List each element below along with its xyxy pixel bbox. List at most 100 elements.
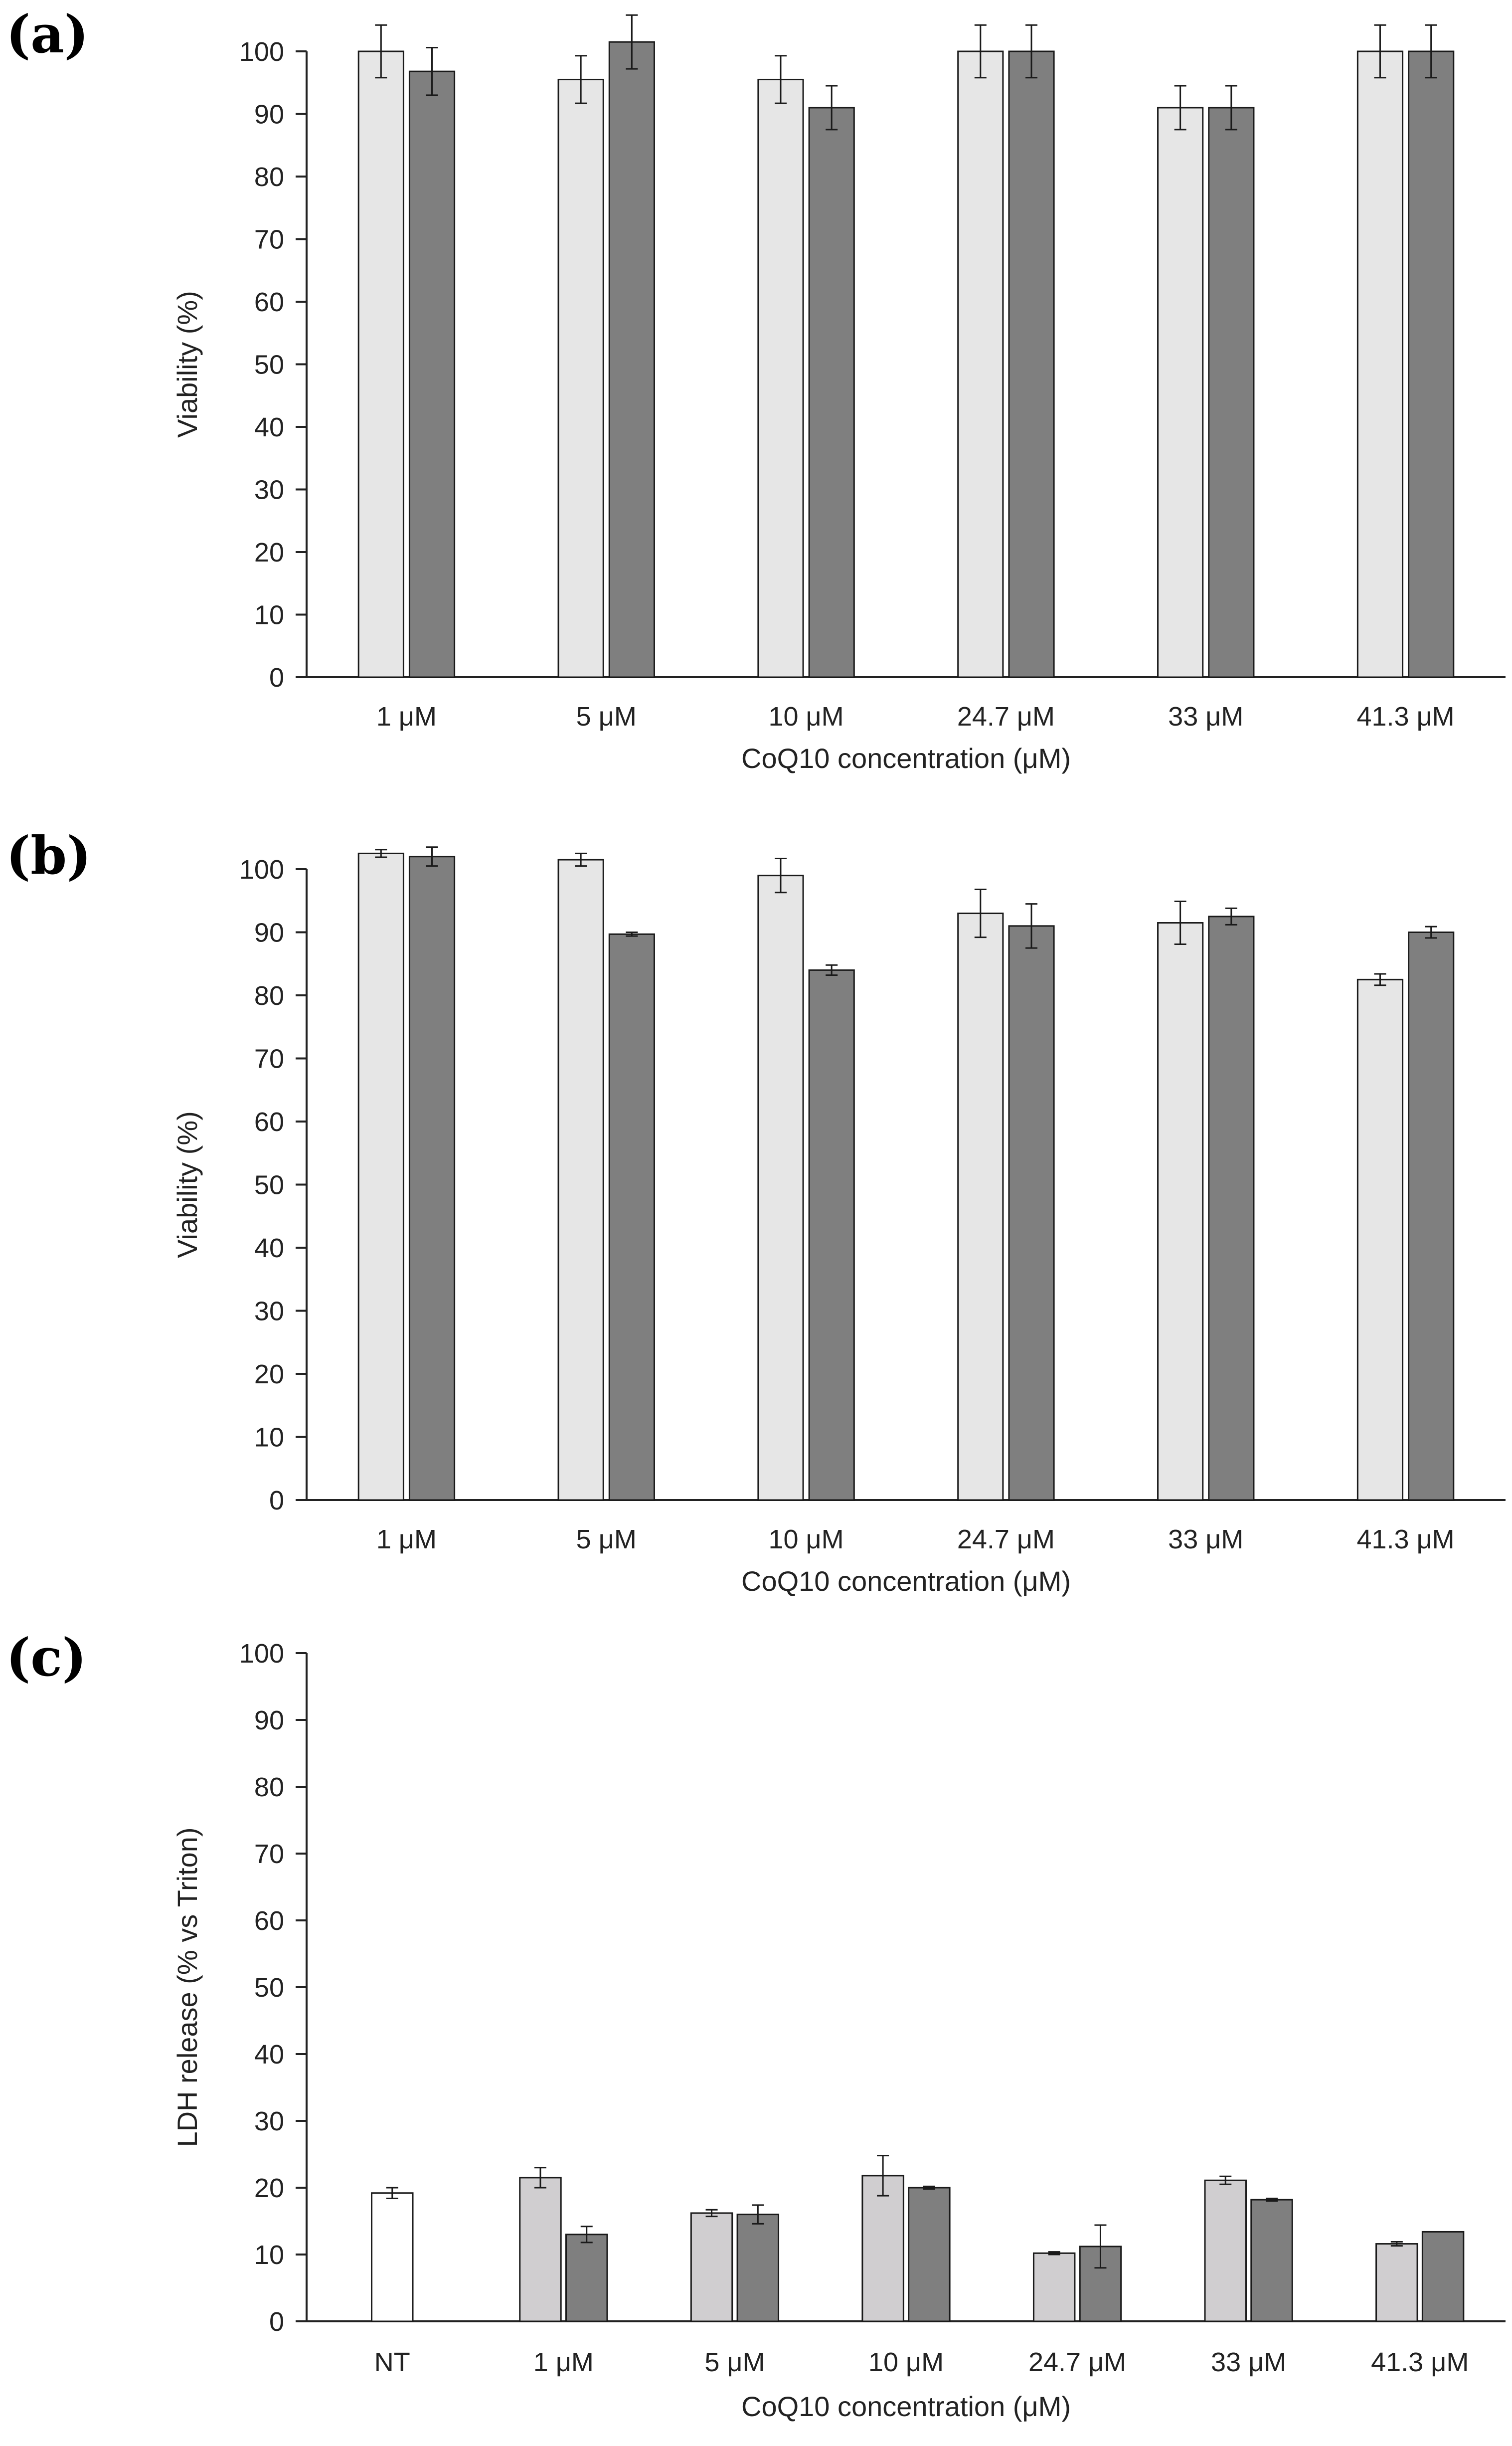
y-axis-title: Viability (%): [171, 1111, 203, 1258]
y-tick-label: 90: [254, 100, 284, 130]
y-tick-label: 20: [254, 1359, 284, 1389]
y-axis-title: LDH release (% vs Triton): [171, 1827, 203, 2147]
bar: [565, 2234, 608, 2322]
bar: [808, 969, 855, 1501]
y-tick-label: 80: [254, 162, 284, 192]
y-tick-label: 20: [254, 2173, 284, 2203]
bar: [519, 2177, 562, 2322]
bar: [1408, 50, 1455, 678]
y-tick-label: 60: [254, 1906, 284, 1936]
x-tick-label: 41.3 μM: [1356, 702, 1454, 732]
x-axis-title: CoQ10 concentration (μM): [741, 1565, 1071, 1597]
y-tick-label: 0: [269, 663, 284, 693]
bar: [757, 875, 804, 1501]
x-tick-label: 24.7 μM: [957, 1524, 1055, 1554]
bar: [808, 107, 855, 678]
y-tick-label: 10: [254, 600, 284, 630]
bar: [608, 933, 655, 1501]
y-tick-label: 80: [254, 981, 284, 1011]
bar: [1208, 916, 1255, 1501]
y-tick-label: 80: [254, 1772, 284, 1802]
y-tick-label: 60: [254, 287, 284, 317]
bar: [957, 913, 1004, 1501]
y-tick-label: 50: [254, 350, 284, 380]
bar: [608, 41, 655, 678]
bar: [1157, 922, 1204, 1501]
y-tick-label: 90: [254, 1705, 284, 1735]
x-tick-label: 10 μM: [868, 2347, 944, 2377]
bar: [1375, 2243, 1418, 2322]
y-tick-label: 100: [239, 855, 284, 885]
bar: [957, 50, 1004, 678]
y-tick-label: 20: [254, 538, 284, 567]
x-tick-label: 5 μM: [576, 702, 637, 732]
y-tick-label: 100: [239, 1639, 284, 1669]
y-tick-label: 30: [254, 1297, 284, 1326]
bar: [1408, 932, 1455, 1501]
x-axis-title: CoQ10 concentration (μM): [741, 743, 1071, 774]
y-tick-label: 60: [254, 1107, 284, 1137]
x-axis-title: CoQ10 concentration (μM): [741, 2391, 1071, 2422]
panel-label: (c): [6, 1627, 87, 1688]
bar: [1208, 107, 1255, 678]
bar: [1157, 107, 1204, 678]
bar: [1032, 2252, 1076, 2322]
bar: [1204, 2179, 1247, 2322]
bar: [861, 2175, 904, 2322]
chart-panel-c: (c) 0 10 20 30 40 50 60 70 80 90 100 NT 1 μM 5 μM 10 μM…: [6, 1627, 1506, 2422]
bar: [1356, 50, 1404, 678]
bar: [908, 2187, 951, 2322]
bar: [1421, 2231, 1465, 2322]
y-tick-label: 70: [254, 1839, 284, 1869]
y-tick-label: 40: [254, 2040, 284, 2070]
x-tick-label: 10 μM: [768, 702, 843, 732]
bar: [557, 859, 604, 1501]
bar: [1356, 978, 1404, 1501]
y-tick-label: 0: [269, 2307, 284, 2337]
y-tick-label: 0: [269, 1486, 284, 1515]
x-tick-label: 10 μM: [768, 1524, 843, 1554]
chart-panel-b: (b) 0 10 20 30 40 50 60 70 80 90 100 1 μM 5 μM 10 μM 24…: [6, 825, 1506, 1597]
y-tick-label: 10: [254, 1423, 284, 1453]
x-tick-label: 5 μM: [576, 1524, 637, 1554]
y-tick-label: 30: [254, 475, 284, 505]
y-tick-label: 30: [254, 2106, 284, 2136]
y-axis-title: Viability (%): [171, 291, 203, 438]
y-tick-label: 70: [254, 225, 284, 255]
x-tick-label: 1 μM: [376, 702, 437, 732]
x-tick-label: 5 μM: [704, 2347, 765, 2377]
bar: [1008, 50, 1055, 678]
x-tick-label: 33 μM: [1168, 702, 1243, 732]
y-tick-label: 70: [254, 1044, 284, 1074]
bar: [557, 78, 604, 678]
bar: [1250, 2199, 1293, 2322]
panel-label: (a): [6, 3, 89, 65]
x-tick-label: 41.3 μM: [1371, 2347, 1469, 2377]
x-tick-label: 41.3 μM: [1356, 1524, 1454, 1554]
x-tick-label: 33 μM: [1168, 1524, 1243, 1554]
panel-label: (b): [6, 825, 91, 886]
x-tick-label: 1 μM: [533, 2347, 594, 2377]
bar: [357, 50, 404, 678]
bar: [408, 856, 456, 1501]
y-tick-label: 50: [254, 1973, 284, 2003]
x-tick-label: 24.7 μM: [1028, 2347, 1126, 2377]
bar: [757, 78, 804, 678]
bar: [1008, 925, 1055, 1501]
x-tick-label: 24.7 μM: [957, 702, 1055, 732]
x-tick-label: 1 μM: [376, 1524, 437, 1554]
y-tick-label: 10: [254, 2240, 284, 2270]
x-tick-label: NT: [374, 2347, 410, 2377]
y-tick-label: 90: [254, 918, 284, 948]
bar: [736, 2214, 780, 2322]
y-tick-label: 40: [254, 412, 284, 442]
bar: [371, 2192, 414, 2322]
x-tick-label: 33 μM: [1211, 2347, 1286, 2377]
y-tick-label: 100: [239, 37, 284, 67]
y-tick-label: 40: [254, 1233, 284, 1263]
bar: [690, 2212, 733, 2322]
bar: [357, 852, 404, 1501]
chart-panel-a: (a) 0 10 20 30 40 50 60 70 80 90 100 1 μM 5 μM 10 μM 24…: [6, 3, 1506, 774]
bar: [408, 70, 456, 678]
